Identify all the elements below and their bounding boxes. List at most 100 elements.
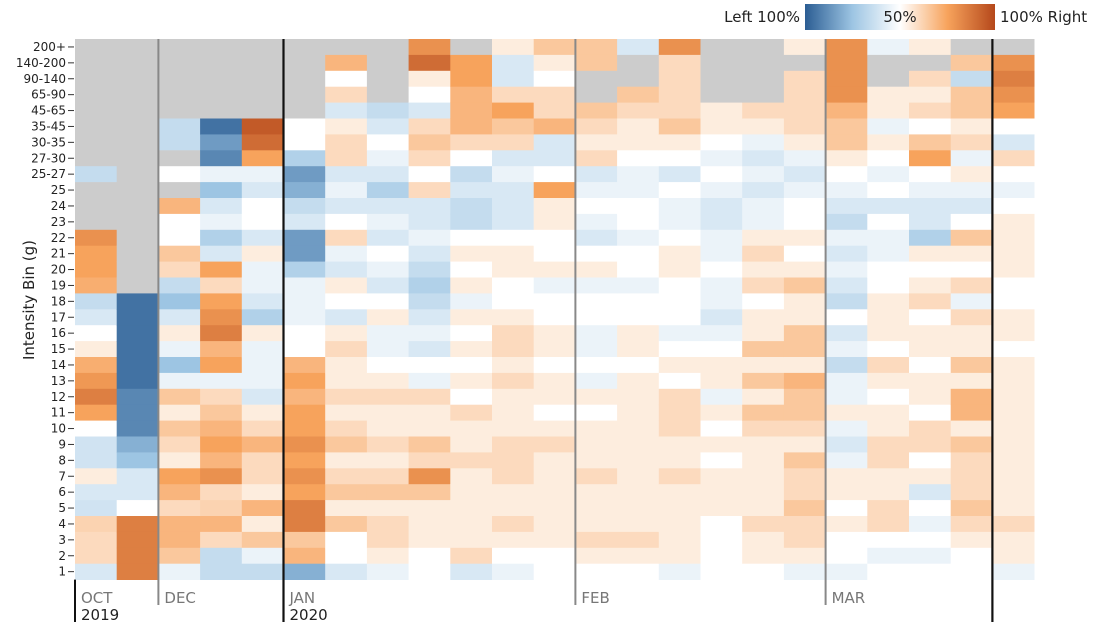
heatmap-cell: [867, 229, 910, 247]
heatmap-cell: [492, 54, 535, 72]
heatmap-cell: [408, 516, 451, 533]
heatmap-cell: [742, 468, 785, 485]
heatmap-cell: [575, 531, 618, 549]
heatmap-cell: [75, 516, 118, 533]
heatmap-cell: [658, 420, 701, 437]
heatmap-cell: [158, 372, 201, 390]
heatmap-cell: [533, 277, 576, 294]
heatmap-cell: [158, 436, 201, 453]
heatmap-cell: [200, 150, 243, 167]
heatmap-cell: [950, 86, 993, 103]
heatmap-cell: [783, 341, 826, 358]
heatmap-cell: [492, 404, 535, 421]
heatmap-cell: [158, 404, 201, 421]
heatmap-cell: [450, 563, 493, 580]
heatmap-cell: [533, 547, 576, 565]
heatmap-cell: [950, 166, 993, 183]
heatmap-cell: [200, 245, 243, 262]
heatmap-cell: [325, 484, 368, 501]
heatmap-cell: [241, 452, 284, 469]
heatmap-cell: [658, 39, 701, 56]
heatmap-cell: [283, 293, 326, 310]
heatmap-cell: [950, 309, 993, 326]
heatmap-cell: [867, 372, 910, 390]
heatmap-cell: [283, 547, 326, 565]
heatmap-cell: [408, 531, 451, 549]
heatmap-cell: [200, 500, 243, 517]
heatmap-cell: [783, 213, 826, 231]
heatmap-cell: [867, 484, 910, 501]
heatmap-cell: [950, 436, 993, 453]
heatmap-cell: [617, 70, 660, 88]
heatmap-cell: [75, 277, 118, 294]
heatmap-cell: [492, 198, 535, 215]
heatmap-cell: [533, 261, 576, 278]
heatmap-cell: [116, 357, 159, 374]
heatmap-cell: [116, 404, 159, 421]
heatmap-cell: [825, 229, 868, 247]
heatmap-cell: [909, 388, 952, 406]
heatmap-cell: [575, 372, 618, 390]
heatmap-cell: [867, 452, 910, 469]
heatmap-cell: [241, 420, 284, 437]
heatmap-cell: [283, 229, 326, 247]
heatmap-cell: [533, 70, 576, 88]
heatmap-cell: [992, 531, 1035, 549]
heatmap-cell: [158, 341, 201, 358]
heatmap-cell: [450, 70, 493, 88]
heatmap-cell: [783, 325, 826, 342]
heatmap-cell: [75, 420, 118, 437]
heatmap-cell: [825, 86, 868, 103]
heatmap-cell: [575, 547, 618, 565]
heatmap-cell: [950, 70, 993, 88]
heatmap-cell: [241, 531, 284, 549]
heatmap-cell: [325, 134, 368, 151]
heatmap-cell: [742, 484, 785, 501]
heatmap-cell: [450, 229, 493, 247]
heatmap-cell: [742, 563, 785, 580]
heatmap-cell: [950, 198, 993, 215]
month-label: FEB: [581, 589, 609, 607]
heatmap-cell: [950, 261, 993, 278]
heatmap-cell: [116, 277, 159, 294]
heatmap-cell: [950, 531, 993, 549]
heatmap-cell: [366, 86, 409, 103]
heatmap-cell: [408, 484, 451, 501]
heatmap-cell: [950, 245, 993, 262]
heatmap-cell: [492, 531, 535, 549]
heatmap-cell: [241, 436, 284, 453]
heatmap-cell: [533, 500, 576, 517]
heatmap-cell: [533, 39, 576, 56]
heatmap-cell: [575, 436, 618, 453]
heatmap-cell: [783, 388, 826, 406]
heatmap-cell: [408, 213, 451, 231]
heatmap-cell: [867, 468, 910, 485]
heatmap-cell: [533, 484, 576, 501]
heatmap-cell: [700, 134, 743, 151]
heatmap-cell: [325, 198, 368, 215]
heatmap-cell: [867, 341, 910, 358]
heatmap-cell: [325, 229, 368, 247]
heatmap-cell: [867, 277, 910, 294]
heatmap-cell: [366, 182, 409, 199]
heatmap-cell: [909, 531, 952, 549]
heatmap-cell: [366, 484, 409, 501]
heatmap-cell: [742, 198, 785, 215]
heatmap-cell: [700, 70, 743, 88]
heatmap-cell: [158, 563, 201, 580]
heatmap-cell: [950, 468, 993, 485]
heatmap-cell: [992, 213, 1035, 231]
heatmap-cell: [450, 277, 493, 294]
y-tick-label: 12: [51, 390, 66, 404]
heatmap-cell: [950, 182, 993, 199]
heatmap-cell: [408, 134, 451, 151]
heatmap-cell: [909, 452, 952, 469]
heatmap-cell: [533, 229, 576, 247]
heatmap-cell: [158, 388, 201, 406]
heatmap-cell: [533, 166, 576, 183]
heatmap-cell: [366, 102, 409, 119]
heatmap-cell: [241, 341, 284, 358]
heatmap-cell: [658, 325, 701, 342]
heatmap-cell: [992, 563, 1035, 580]
heatmap-cell: [241, 70, 284, 88]
